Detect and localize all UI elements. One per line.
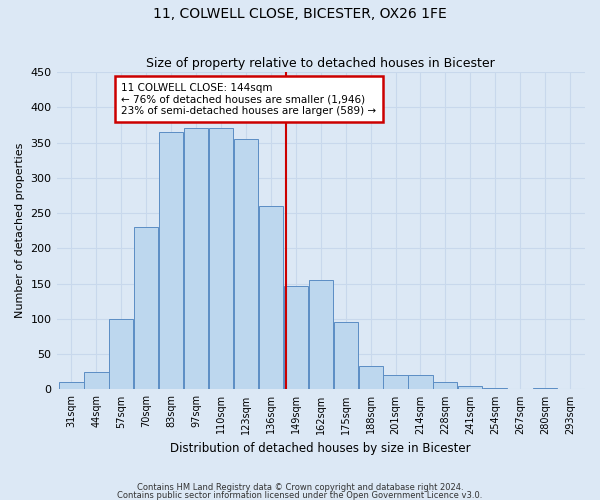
Bar <box>259 206 283 390</box>
Text: Contains public sector information licensed under the Open Government Licence v3: Contains public sector information licen… <box>118 491 482 500</box>
Bar <box>508 388 532 390</box>
Bar <box>458 386 482 390</box>
Bar <box>409 376 433 390</box>
Bar <box>59 382 83 390</box>
Bar <box>159 132 183 390</box>
Text: 11 COLWELL CLOSE: 144sqm
← 76% of detached houses are smaller (1,946)
23% of sem: 11 COLWELL CLOSE: 144sqm ← 76% of detach… <box>121 82 376 116</box>
Bar <box>85 372 109 390</box>
Bar <box>209 128 233 390</box>
Bar <box>308 280 333 390</box>
Bar <box>483 388 508 390</box>
Bar <box>533 388 557 390</box>
Bar <box>558 388 582 390</box>
Bar <box>234 139 258 390</box>
Bar <box>334 322 358 390</box>
Bar <box>383 376 407 390</box>
X-axis label: Distribution of detached houses by size in Bicester: Distribution of detached houses by size … <box>170 442 471 455</box>
Bar <box>433 382 457 390</box>
Bar <box>184 128 208 390</box>
Title: Size of property relative to detached houses in Bicester: Size of property relative to detached ho… <box>146 56 495 70</box>
Bar <box>284 286 308 390</box>
Bar <box>109 319 133 390</box>
Text: Contains HM Land Registry data © Crown copyright and database right 2024.: Contains HM Land Registry data © Crown c… <box>137 484 463 492</box>
Bar <box>134 227 158 390</box>
Bar <box>359 366 383 390</box>
Y-axis label: Number of detached properties: Number of detached properties <box>15 143 25 318</box>
Text: 11, COLWELL CLOSE, BICESTER, OX26 1FE: 11, COLWELL CLOSE, BICESTER, OX26 1FE <box>153 8 447 22</box>
